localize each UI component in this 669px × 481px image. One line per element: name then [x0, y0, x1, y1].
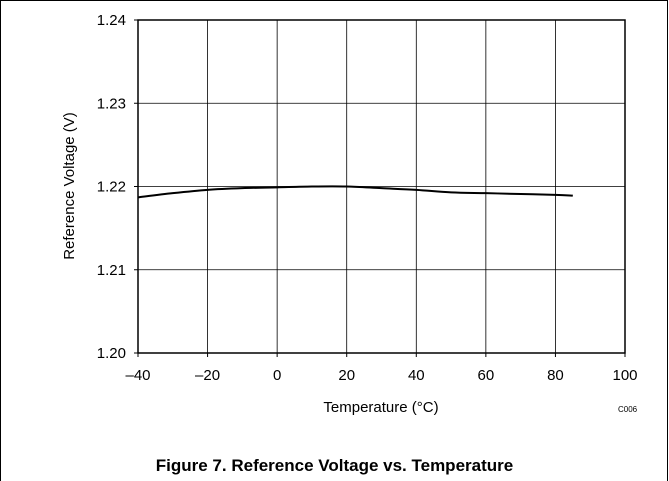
y-tick-label: 1.23: [97, 95, 126, 112]
series: [137, 185, 573, 199]
x-tick-label: 20: [338, 367, 355, 384]
y-axis-label: Reference Voltage (V): [61, 112, 78, 260]
x-tick-label: 0: [273, 367, 281, 384]
y-tick-label: 1.22: [97, 179, 126, 196]
ticks: –40 –20 0 20 40 60 80 100 1.20 1.21 1.22 1.23 1.24: [97, 12, 638, 384]
x-tick-label: –40: [125, 367, 150, 384]
x-tick-label: –20: [195, 367, 220, 384]
y-tick-label: 1.21: [97, 262, 126, 279]
grid: [138, 20, 625, 353]
x-tick-label: 80: [547, 367, 564, 384]
series-line: [137, 185, 573, 199]
x-tick-label: 100: [612, 367, 637, 384]
x-axis-label: Temperature (°C): [323, 399, 438, 416]
y-tick-label: 1.20: [97, 345, 126, 362]
x-tick-label: 40: [408, 367, 425, 384]
x-tick-label: 60: [478, 367, 495, 384]
figure-caption: Figure 7. Reference Voltage vs. Temperat…: [155, 456, 514, 475]
figure-code-label: C006: [618, 405, 638, 414]
y-tick-label: 1.24: [97, 12, 126, 29]
